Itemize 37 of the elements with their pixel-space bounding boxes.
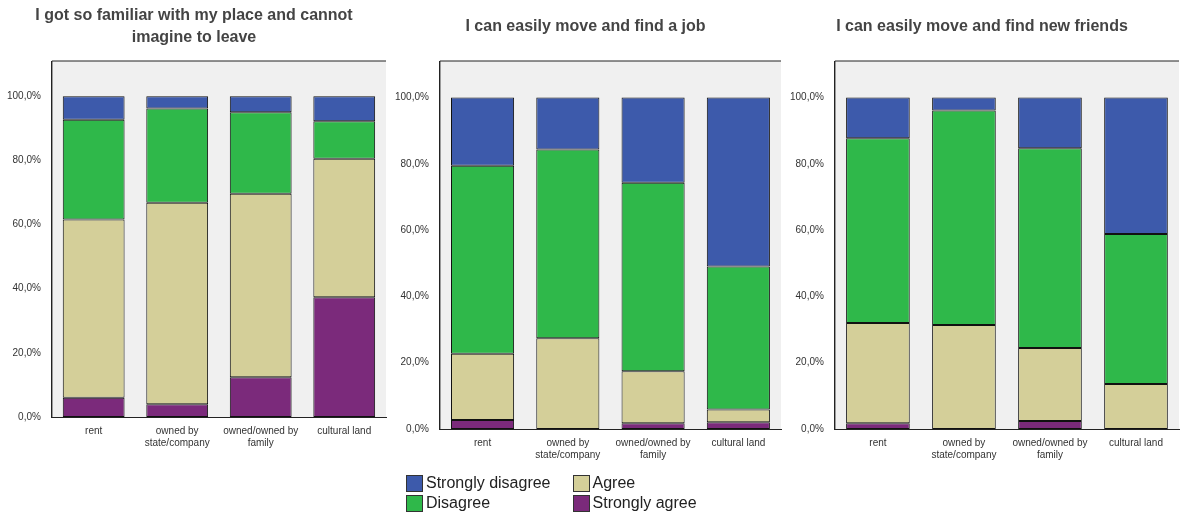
y-tick-label: 40,0% — [795, 290, 825, 302]
y-tick-label: 80,0% — [12, 154, 42, 166]
y-tick-label: 60,0% — [795, 223, 825, 235]
y-tick-label: 0,0% — [406, 422, 430, 434]
y-tick-label: 40,0% — [400, 290, 430, 302]
y-tick-label: 0,0% — [18, 410, 42, 422]
y-tick-label: 40,0% — [12, 282, 42, 294]
chart-title: I can easily move and find new friends — [835, 16, 1129, 36]
x-tick-label: owned by state/company — [535, 436, 601, 460]
y-tick-label: 60,0% — [400, 223, 430, 235]
y-tick-label: 100,0% — [6, 90, 42, 102]
x-tick-label: rent — [869, 436, 887, 448]
legend-label: Strongly agree — [592, 493, 697, 513]
y-tick-label: 100,0% — [394, 91, 430, 103]
legend-label: Disagree — [426, 493, 491, 513]
x-tick-label: cultural land — [317, 424, 372, 436]
y-tick-label: 20,0% — [795, 356, 825, 368]
x-tick-label: owned/owned by family — [615, 436, 691, 460]
chart-title: I got so familiar with my place and cannot imagine to leave — [34, 5, 354, 47]
y-tick-label: 80,0% — [795, 157, 825, 169]
y-tick-label: 80,0% — [400, 157, 430, 169]
y-tick-label: 60,0% — [12, 218, 42, 230]
x-tick-label: rent — [85, 424, 103, 436]
x-tick-label: cultural land — [711, 436, 766, 448]
x-tick-label: owned/owned by family — [1012, 436, 1088, 460]
y-tick-label: 20,0% — [12, 346, 42, 358]
x-tick-label: rent — [473, 436, 492, 448]
y-tick-label: 20,0% — [400, 356, 430, 368]
y-tick-label: 100,0% — [789, 91, 825, 103]
x-tick-label: owned by state/company — [931, 436, 997, 460]
chart-title: I can easily move and find a job — [464, 16, 707, 36]
legend-label: Agree — [592, 473, 636, 493]
x-tick-label: owned/owned by family — [223, 424, 299, 448]
x-tick-label: owned by state/company — [144, 424, 210, 448]
legend-label: Strongly disagree — [426, 473, 551, 493]
x-tick-label: cultural land — [1109, 436, 1163, 448]
y-tick-label: 0,0% — [801, 422, 825, 434]
